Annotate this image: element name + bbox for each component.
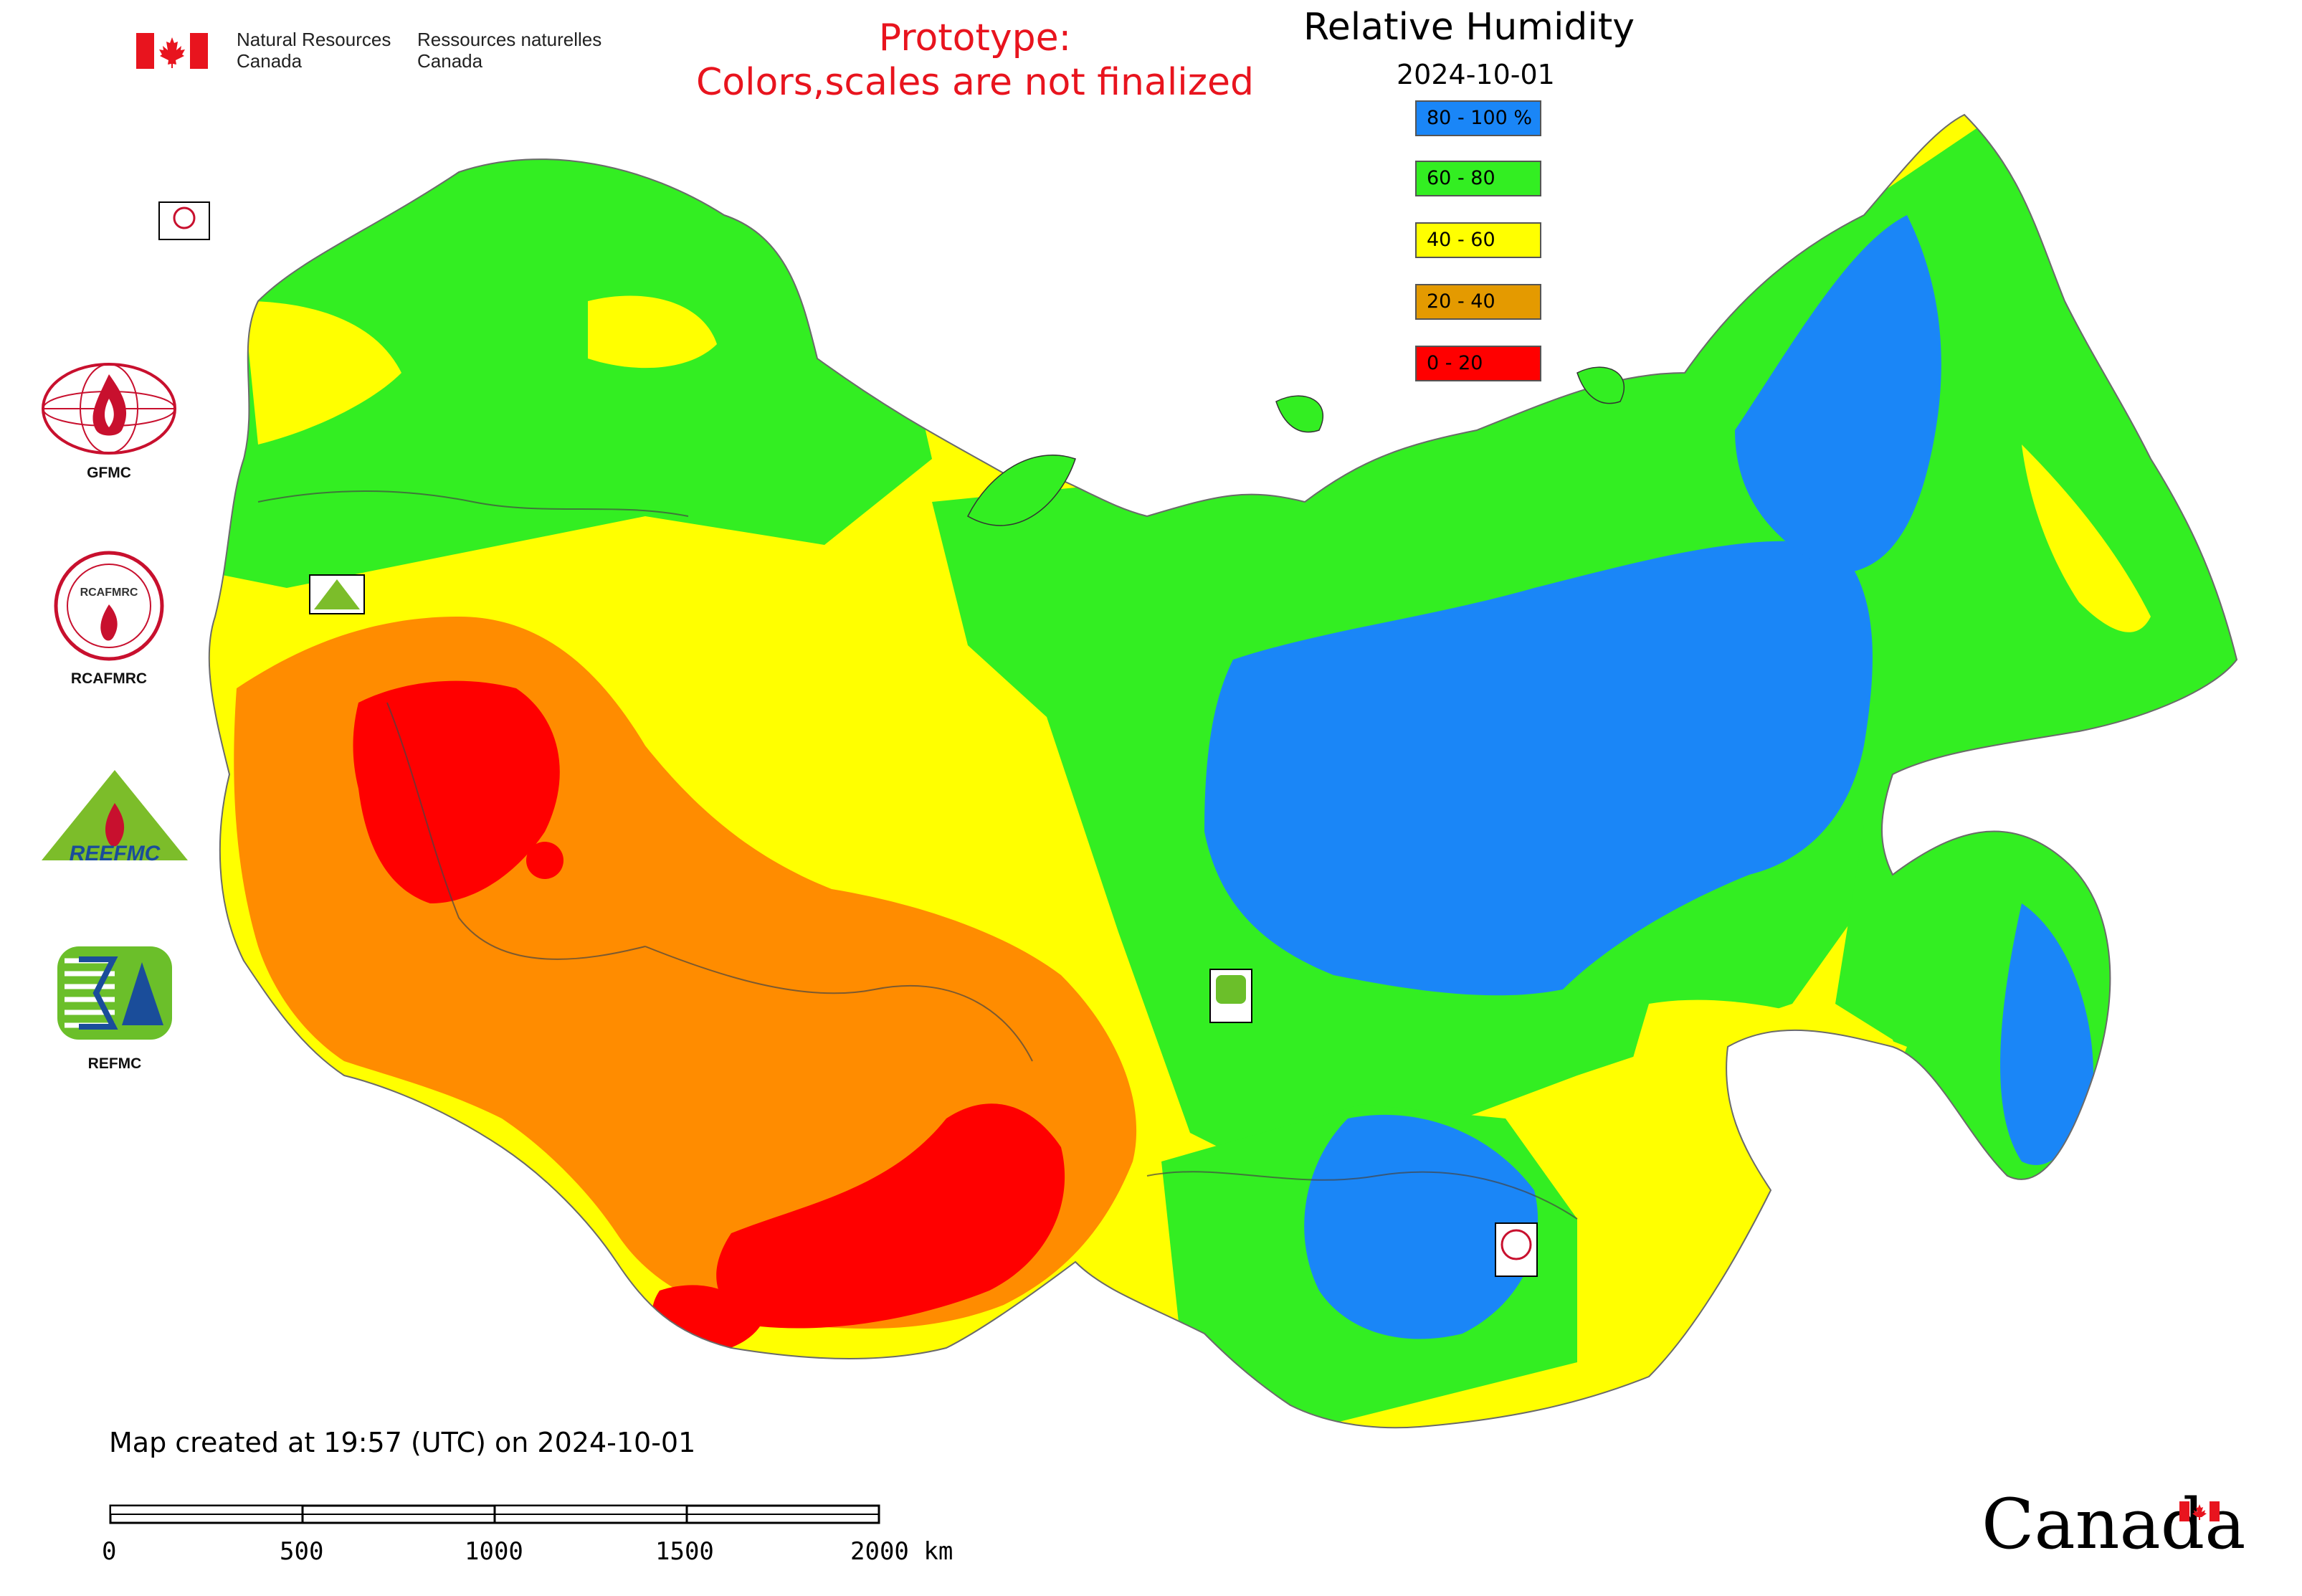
svg-text:RCAFMRC: RCAFMRC: [80, 586, 138, 599]
agency-name-en: Natural Resources Canada: [237, 29, 391, 72]
reefmc-triangle-icon: REEFMC: [42, 770, 188, 865]
scale-label-1000: 1000: [465, 1537, 523, 1566]
scale-label-2000: 2000 km: [850, 1537, 953, 1566]
legend-item-20-40: 20 - 40: [1415, 284, 1541, 320]
refmc-map-marker: [1209, 969, 1252, 1023]
legend-title: Relative Humidity: [1303, 6, 1635, 49]
goc-signature: Natural Resources Canada Ressources natu…: [136, 29, 624, 79]
rcafmrc-map-marker: [1495, 1222, 1538, 1277]
scale-label-0: 0: [102, 1537, 117, 1566]
legend-item-0-20: 0 - 20: [1415, 346, 1541, 381]
legend-item-60-80: 60 - 80: [1415, 161, 1541, 196]
svg-text:REEFMC: REEFMC: [70, 842, 161, 865]
rcafmrc-logo: RCAFMRC RCAFMRC: [52, 548, 173, 692]
refmc-label: REFMC: [87, 1055, 142, 1072]
reefmc-map-marker: [309, 574, 365, 614]
gfmc-globe-icon: [42, 363, 176, 455]
refmc-logo: REFMC: [57, 946, 179, 1090]
rcafmrc-seal-icon: RCAFMRC: [54, 551, 164, 661]
map-created-note: Map created at 19:57 (UTC) on 2024-10-01: [109, 1427, 696, 1458]
legend-item-40-60: 40 - 60: [1415, 222, 1541, 258]
scale-label-1500: 1500: [655, 1537, 714, 1566]
agency-name-fr: Ressources naturelles Canada: [417, 29, 602, 72]
refmc-sigma-icon: [57, 946, 172, 1040]
canada-flag-icon: [136, 33, 208, 69]
prototype-notice: Prototype: Colors,scales are not finaliz…: [695, 16, 1255, 104]
canada-wordmark: Canada: [1982, 1484, 2246, 1564]
gfmc-label: GFMC: [87, 465, 131, 481]
rcafmrc-label: RCAFMRC: [70, 670, 148, 687]
wordmark-flag-icon: [2179, 1501, 2220, 1521]
scale-label-500: 500: [280, 1537, 324, 1566]
legend-date: 2024-10-01: [1397, 59, 1555, 90]
legend-item-80-100: 80 - 100 %: [1415, 100, 1541, 136]
gfmc-map-marker: [158, 201, 210, 240]
gfmc-logo: GFMC: [37, 358, 181, 481]
reefmc-logo: REEFMC: [36, 767, 194, 875]
scale-bar: [109, 1504, 880, 1524]
